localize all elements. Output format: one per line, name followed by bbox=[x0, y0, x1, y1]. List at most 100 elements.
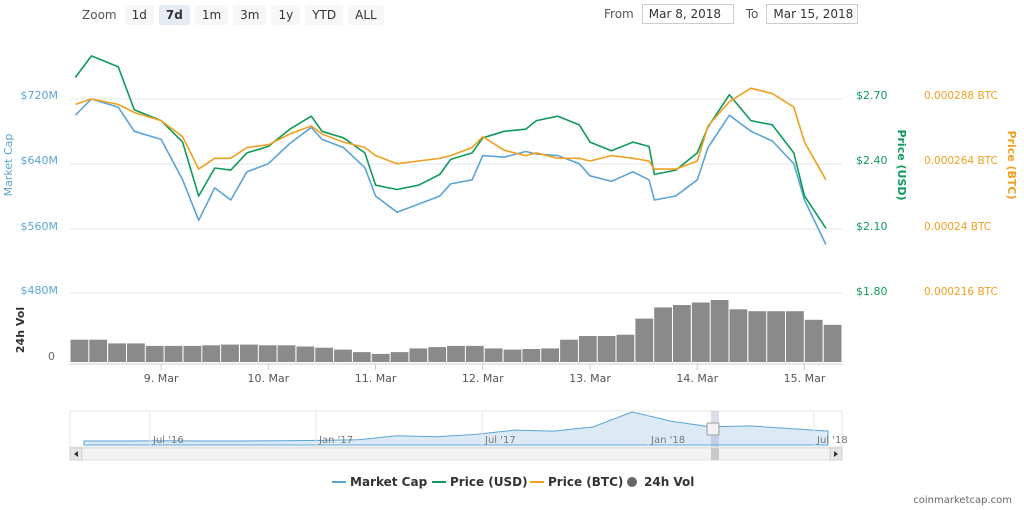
price-usd-tick: $2.10 bbox=[856, 220, 888, 233]
volume-bar bbox=[352, 352, 371, 362]
volume-bar bbox=[315, 347, 334, 362]
x-tick-label: 12. Mar bbox=[462, 372, 504, 385]
volume-bar bbox=[673, 305, 691, 362]
market-cap-tick: $560M bbox=[21, 220, 59, 233]
volume-bar bbox=[108, 343, 126, 362]
scroll-left-arrow-icon bbox=[74, 451, 78, 457]
x-tick-label: 11. Mar bbox=[355, 372, 397, 385]
volume-bar bbox=[541, 348, 559, 362]
date-range: From Mar 8, 2018 To Mar 15, 2018 bbox=[604, 3, 859, 25]
zoom-7d-button[interactable]: 7d bbox=[158, 5, 190, 25]
zoom-1m-button[interactable]: 1m bbox=[194, 5, 229, 25]
legend-item-price-usd[interactable]: Price (USD) bbox=[432, 475, 528, 489]
volume-bar bbox=[748, 311, 767, 362]
price-btc-axis: 0.000216 BTC 0.00024 BTC 0.000264 BTC 0.… bbox=[924, 90, 1018, 298]
volume-bar bbox=[710, 300, 729, 362]
legend-dot-volume bbox=[627, 477, 637, 487]
volume-bar bbox=[654, 307, 672, 362]
volume-bars bbox=[70, 300, 842, 362]
zoom-bar: Zoom 1d 7d 1m 3m 1y YTD ALL bbox=[82, 4, 389, 26]
navigator-tick-label: Jul '18 bbox=[816, 435, 848, 446]
volume-bar bbox=[258, 345, 277, 362]
navigator-handle[interactable] bbox=[706, 422, 720, 436]
volume-bar bbox=[240, 344, 258, 362]
series-line-market-cap bbox=[74, 98, 827, 245]
volume-tick: 0 bbox=[48, 350, 55, 363]
series-line-price-usd bbox=[74, 55, 827, 229]
price-usd-tick: $1.80 bbox=[856, 285, 888, 298]
navigator-tick-label: Jan '18 bbox=[650, 435, 685, 446]
watermark: coinmarketcap.com bbox=[913, 495, 1012, 506]
legend-label: Price (BTC) bbox=[548, 475, 623, 489]
legend-label: Market Cap bbox=[350, 475, 428, 489]
volume-bar bbox=[221, 344, 239, 362]
volume-bar bbox=[691, 302, 710, 362]
market-cap-tick: $480M bbox=[21, 284, 59, 297]
market-cap-tick: $720M bbox=[21, 89, 59, 102]
volume-bar bbox=[823, 324, 842, 362]
scroll-right-arrow-icon bbox=[834, 451, 838, 457]
price-btc-tick: 0.00024 BTC bbox=[924, 221, 991, 233]
zoom-label: Zoom bbox=[82, 8, 117, 22]
series-line-price-btc bbox=[75, 87, 827, 181]
volume-bar bbox=[127, 343, 145, 362]
grid-lines bbox=[70, 98, 842, 294]
volume-bar bbox=[70, 339, 89, 362]
volume-axis-title: 24h Vol bbox=[14, 307, 27, 353]
legend-item-market-cap[interactable]: Market Cap bbox=[332, 475, 428, 489]
volume-bar bbox=[202, 345, 221, 362]
zoom-1d-button[interactable]: 1d bbox=[124, 5, 154, 25]
legend-item-price-btc[interactable]: Price (BTC) bbox=[530, 475, 623, 489]
x-tick-label: 14. Mar bbox=[676, 372, 718, 385]
volume-bar bbox=[616, 334, 635, 362]
volume-bar bbox=[729, 309, 748, 362]
scrollbar-thumb[interactable] bbox=[711, 448, 719, 460]
volume-bar bbox=[447, 345, 465, 362]
volume-bar bbox=[334, 349, 352, 362]
scrollbar[interactable] bbox=[69, 447, 843, 461]
legend-label: 24h Vol bbox=[644, 475, 694, 489]
volume-bar bbox=[578, 336, 597, 362]
from-date-input[interactable]: Mar 8, 2018 bbox=[641, 4, 734, 24]
market-cap-axis-title: Market Cap bbox=[2, 134, 15, 197]
from-label: From bbox=[604, 7, 634, 21]
legend: Market Cap Price (USD) Price (BTC) 24h V… bbox=[332, 475, 694, 489]
zoom-3m-button[interactable]: 3m bbox=[233, 5, 267, 25]
volume-bar bbox=[390, 352, 409, 362]
zoom-ytd-button[interactable]: YTD bbox=[305, 5, 344, 25]
x-tick-label: 10. Mar bbox=[247, 372, 289, 385]
price-usd-axis-title: Price (USD) bbox=[895, 129, 908, 200]
volume-bar bbox=[428, 347, 447, 362]
volume-bar bbox=[560, 339, 578, 362]
x-tick-label: 15. Mar bbox=[784, 372, 826, 385]
to-date-input[interactable]: Mar 15, 2018 bbox=[766, 4, 859, 24]
zoom-1y-button[interactable]: 1y bbox=[271, 5, 301, 25]
scrollbar-track[interactable] bbox=[69, 447, 843, 461]
volume-bar bbox=[164, 345, 183, 362]
market-cap-axis: $480M $560M $640M $720M Market Cap bbox=[2, 89, 58, 297]
volume-bar bbox=[277, 345, 296, 362]
navigator-tick-label: Jan '17 bbox=[318, 435, 353, 446]
volume-bar bbox=[89, 339, 108, 362]
series-lines bbox=[74, 55, 827, 245]
navigator[interactable]: Jul '16 Jan '17 Jul '17 Jan '18 Jul '18 bbox=[69, 410, 848, 448]
price-btc-tick: 0.000216 BTC bbox=[924, 286, 998, 298]
volume-bar bbox=[635, 318, 654, 362]
volume-bar bbox=[465, 345, 484, 362]
legend-label: Price (USD) bbox=[450, 475, 528, 489]
x-axis-ticks: 9. Mar 10. Mar 11. Mar 12. Mar 13. Mar 14. Ma… bbox=[144, 364, 826, 385]
price-usd-tick: $2.70 bbox=[856, 89, 888, 102]
price-usd-tick: $2.40 bbox=[856, 154, 888, 167]
volume-bar bbox=[183, 345, 202, 362]
to-label: To bbox=[745, 7, 759, 21]
volume-bar bbox=[522, 349, 541, 362]
volume-bar bbox=[597, 336, 616, 362]
navigator-area bbox=[83, 411, 829, 446]
legend-item-volume[interactable]: 24h Vol bbox=[627, 475, 694, 489]
x-tick-label: 9. Mar bbox=[144, 372, 179, 385]
market-cap-tick: $640M bbox=[21, 154, 59, 167]
volume-bar bbox=[767, 311, 785, 362]
volume-bar bbox=[804, 319, 823, 362]
zoom-all-button[interactable]: ALL bbox=[348, 5, 384, 25]
